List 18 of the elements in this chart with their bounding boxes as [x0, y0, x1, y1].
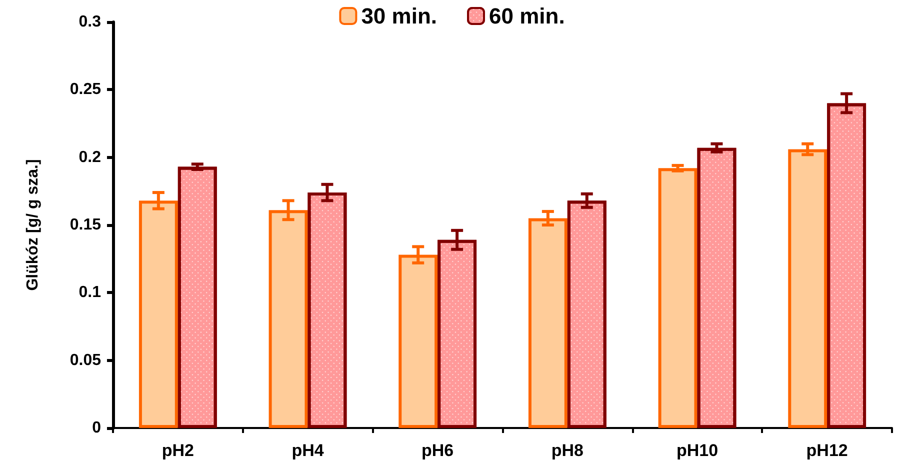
x-tick-label: pH12 — [806, 441, 848, 460]
bar — [788, 149, 828, 428]
x-tick-label: pH4 — [292, 441, 324, 460]
y-tick-label: 0.15 — [70, 216, 102, 234]
legend-label: 30 min. — [361, 4, 438, 28]
y-tick-label: 0.2 — [78, 148, 102, 166]
x-tick-label: pH10 — [676, 441, 718, 460]
y-tick-label: 0.3 — [78, 14, 102, 30]
legend-label: 60 min. — [489, 4, 565, 28]
y-axis-title: Glükóz [g/ g sza.] — [24, 159, 42, 291]
bar — [658, 168, 698, 428]
y-tick-label: 0 — [92, 420, 102, 436]
x-tick-label: pH2 — [162, 441, 194, 460]
x-tick-label: pH6 — [422, 441, 454, 460]
y-tick-label: 0.1 — [78, 284, 102, 302]
x-tick-label: pH8 — [551, 441, 584, 460]
y-tick-label: 0.25 — [70, 81, 102, 98]
y-tick-label: 0.05 — [70, 352, 102, 369]
